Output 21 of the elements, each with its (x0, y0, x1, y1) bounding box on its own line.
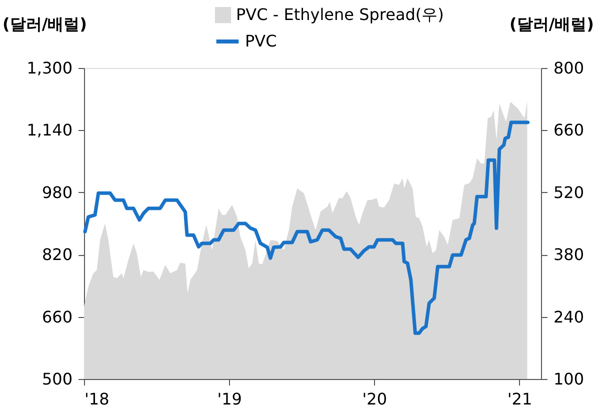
x-tick-label: '21 (507, 390, 532, 408)
y2-tick-label: 800 (554, 58, 584, 78)
x-tick-label: '19 (217, 390, 242, 408)
x-tick-label: '20 (362, 390, 388, 408)
y2-tick-label: 520 (554, 182, 584, 202)
y2-tick-label: 660 (554, 120, 584, 140)
y-axis-title: (달러/배럴) (2, 14, 87, 34)
y2-tick-label: 380 (554, 245, 584, 264)
y2-axis-title: (달러/배럴) (510, 14, 594, 34)
y-tick-label: 1,300 (26, 58, 72, 78)
y2-tick-label: 240 (554, 307, 584, 326)
y-tick-label: 500 (42, 370, 72, 388)
line-series (83, 120, 530, 335)
y2-tick-label: 100 (554, 370, 584, 388)
y-tick-label: 980 (42, 182, 72, 202)
y-tick-label: 820 (42, 245, 72, 264)
x-tick-label: '18 (84, 390, 110, 408)
legend-label: PVC (245, 32, 277, 50)
y-tick-label: 1,140 (26, 120, 72, 140)
y-tick-label: 660 (42, 307, 72, 326)
legend-label: PVC - Ethylene Spread(우) (236, 5, 444, 24)
